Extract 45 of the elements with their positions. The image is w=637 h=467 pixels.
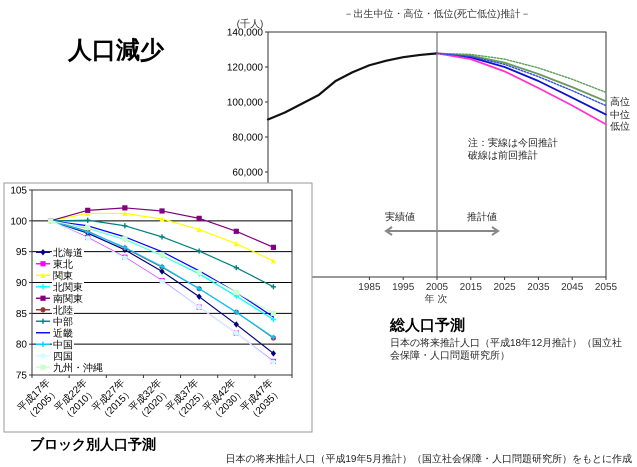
annotation: 推計値 bbox=[467, 211, 497, 223]
y-tick-label: 100,000 bbox=[226, 98, 264, 108]
legend-label: 北関東 bbox=[53, 281, 83, 294]
legend-label: 四国 bbox=[53, 351, 73, 362]
legend-label: 関東 bbox=[53, 270, 73, 282]
y-tick-label: 90 bbox=[16, 278, 28, 289]
x-tick-label: 2005 bbox=[426, 282, 449, 293]
text: 日本の将来推計人口（平成19年5月推計）（国立社会保障・人口問題研究所）をもとに作成 bbox=[225, 453, 632, 465]
y-tick-label: 80 bbox=[16, 340, 28, 351]
y-tick-label: 100 bbox=[10, 216, 28, 228]
text: 人口減少 bbox=[67, 37, 165, 64]
legend-label: 中国 bbox=[53, 338, 73, 351]
chart-subtitle: －出生中位・高位・低位(死亡低位)推計－ bbox=[344, 8, 530, 20]
legend-label: 北海道 bbox=[53, 246, 83, 259]
series-label: 中位 bbox=[610, 109, 630, 122]
legend-label: 中部 bbox=[53, 316, 73, 328]
text: ブロック別人口予測 bbox=[30, 436, 156, 452]
x-tick-label: 2015 bbox=[460, 282, 482, 293]
series-label: 高位 bbox=[610, 96, 630, 108]
annotation: 注：実線は今回推計破線は前回推計 bbox=[467, 137, 558, 162]
x-tick-label: 1985 bbox=[358, 282, 381, 293]
legend-label: 九州・沖縄 bbox=[53, 362, 103, 374]
x-tick-label: 2055 bbox=[594, 282, 618, 293]
annotation: 実績値 bbox=[385, 211, 415, 223]
y-tick-label: 95 bbox=[16, 247, 28, 258]
x-tick-label: 2035 bbox=[527, 282, 550, 293]
text: 日本の将来推計人口（平成18年12月推計）（国立社会保障・人口問題研究所） bbox=[390, 337, 622, 362]
text: 総人口予測 bbox=[389, 317, 465, 334]
x-axis-title: 年 次 bbox=[424, 293, 448, 305]
legend-label: 南関東 bbox=[53, 292, 83, 305]
x-tick-label: 2045 bbox=[561, 282, 584, 293]
y-tick-label: 75 bbox=[16, 370, 28, 382]
x-tick-label: 2025 bbox=[493, 282, 516, 293]
y-axis-title: (千人) bbox=[236, 18, 264, 30]
series-label: 低位 bbox=[610, 120, 630, 133]
legend-label: 東北 bbox=[53, 258, 73, 270]
y-tick-label: 140,000 bbox=[226, 28, 264, 38]
y-tick-label: 80,000 bbox=[232, 132, 264, 144]
y-tick-label: 105 bbox=[10, 186, 28, 196]
legend-label: 近畿 bbox=[53, 327, 73, 340]
legend-label: 北陸 bbox=[53, 304, 73, 316]
y-tick-label: 60,000 bbox=[232, 168, 264, 178]
y-tick-label: 120,000 bbox=[226, 62, 264, 74]
x-tick-label: 1995 bbox=[392, 282, 415, 293]
y-tick-label: 85 bbox=[16, 308, 28, 320]
